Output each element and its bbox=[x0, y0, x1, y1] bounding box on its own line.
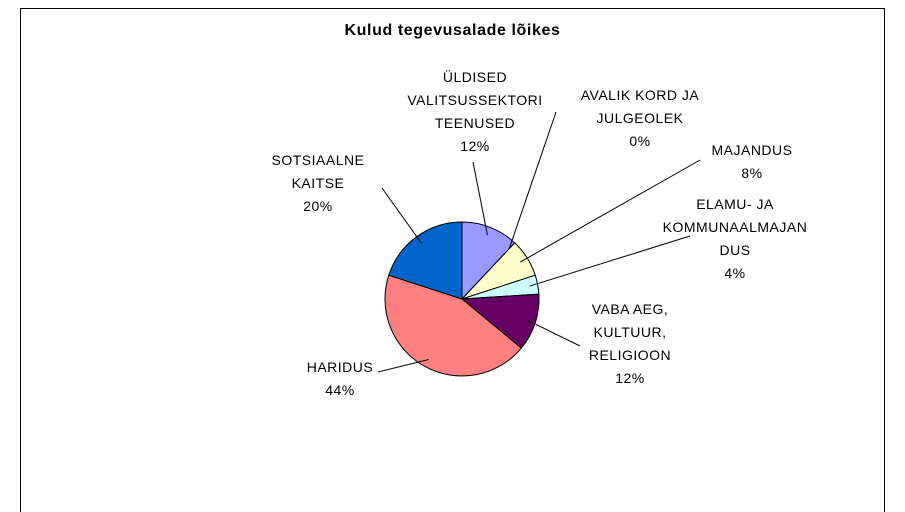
slice-label: ELAMU- JA KOMMUNAALMAJANDUS bbox=[662, 196, 808, 258]
slice-label: SOTSIAALNE KAITSE bbox=[271, 152, 365, 191]
slice-value-label: 8% bbox=[741, 165, 763, 181]
slice-value-label: 12% bbox=[615, 370, 645, 386]
pie-slice bbox=[384, 274, 523, 377]
slice-label: MAJANDUS bbox=[711, 142, 793, 158]
slice-label: HARIDUS bbox=[306, 359, 374, 375]
chart-title: Kulud tegevusalade lõikes bbox=[344, 22, 561, 39]
leader-line bbox=[529, 235, 691, 287]
slice-label: ÜLDISED VALITSUSSEKTORI TEENUSED bbox=[407, 69, 543, 131]
leader-line bbox=[508, 111, 557, 249]
leader-line bbox=[381, 187, 422, 244]
leader-line bbox=[377, 358, 429, 373]
slice-value-label: 20% bbox=[303, 198, 333, 214]
slice-label: AVALIK KORD JA JULGEOLEK bbox=[580, 87, 700, 126]
leader-line bbox=[520, 159, 701, 263]
slice-label: VABA AEG, KULTUUR, RELIGIOON bbox=[588, 301, 672, 363]
slice-value-label: 12% bbox=[460, 138, 490, 154]
slice-value-label: 0% bbox=[629, 133, 651, 149]
slice-value-label: 44% bbox=[325, 382, 355, 398]
leader-line bbox=[527, 319, 581, 347]
slice-value-label: 4% bbox=[724, 265, 746, 281]
leader-line bbox=[472, 161, 488, 235]
